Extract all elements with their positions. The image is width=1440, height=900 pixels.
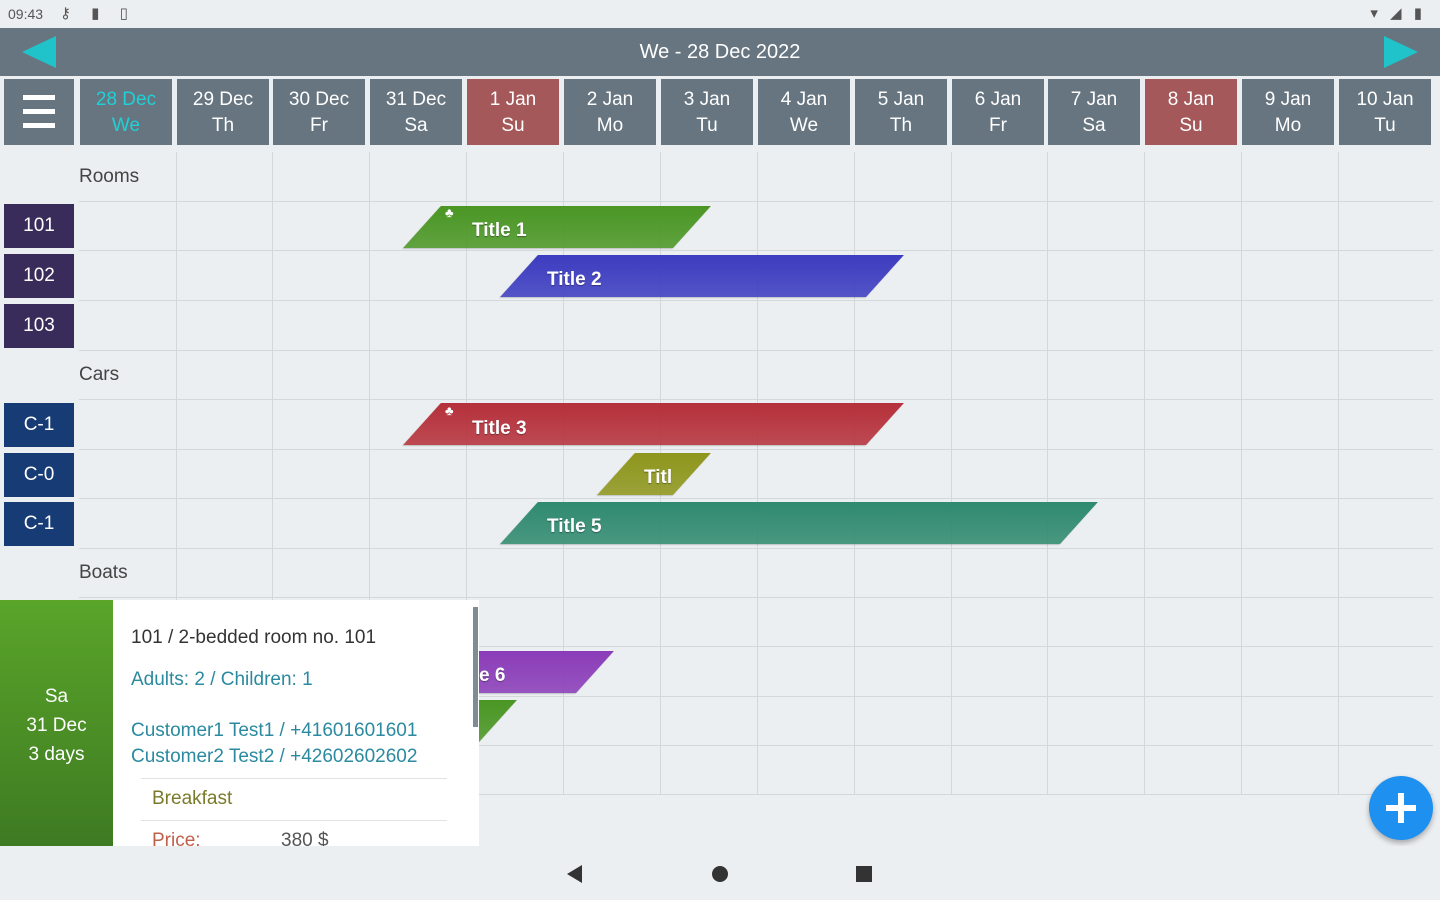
home-icon[interactable] — [712, 866, 728, 882]
booking-detail-popup[interactable]: 101 / 2-bedded room no. 101 Adults: 2 / … — [113, 600, 479, 846]
row-label-room-102[interactable]: 102 — [4, 254, 74, 298]
status-bar: 09:43 ⚷ ▮ ▯ ▾ ◢ ▮ — [0, 0, 1440, 28]
sd-card-icon: ▮ — [91, 5, 108, 22]
day-header-2[interactable]: 30 Dec Fr — [273, 79, 365, 145]
booking-label: Titl — [644, 467, 673, 488]
popup-room: 101 / 2-bedded room no. 101 — [131, 627, 377, 648]
wifi-icon: ▾ — [1370, 5, 1382, 22]
day-header-10[interactable]: 7 Jan Sa — [1048, 79, 1140, 145]
day-header-3[interactable]: 31 Dec Sa — [370, 79, 462, 145]
hamburger-icon — [23, 95, 55, 100]
system-navigation-bar — [0, 846, 1440, 900]
row-label-car-c1[interactable]: C-1 — [4, 403, 74, 447]
booking-label: Title 1 — [472, 220, 527, 241]
popup-customer-1: Customer1 Test1 / +41601601601 — [131, 720, 418, 741]
group-label-boats: Boats — [79, 562, 128, 583]
day-header-11[interactable]: 8 Jan Su — [1145, 79, 1237, 145]
group-label-cars: Cars — [79, 364, 120, 385]
app-header: We - 28 Dec 2022 — [0, 28, 1440, 76]
key-icon: ⚷ — [60, 5, 79, 22]
previous-day-arrow-icon[interactable] — [22, 36, 56, 68]
battery-icon: ▮ — [1413, 5, 1426, 22]
bell-icon: ♣ — [445, 205, 454, 220]
row-label-room-101[interactable]: 101 — [4, 204, 74, 248]
next-day-arrow-icon[interactable] — [1384, 36, 1418, 68]
popup-date-panel: Sa 31 Dec 3 days — [0, 600, 113, 846]
current-date-title[interactable]: We - 28 Dec 2022 — [639, 41, 801, 63]
booking-label: e 6 — [479, 665, 506, 686]
popup-price-value: 380 $ — [281, 830, 329, 846]
day-header-1[interactable]: 29 Dec Th — [177, 79, 269, 145]
popup-price-label: Price: — [152, 830, 201, 846]
back-icon[interactable] — [567, 865, 582, 883]
day-header-0[interactable]: 28 Dec We — [80, 79, 172, 145]
row-label-room-103[interactable]: 103 — [4, 304, 74, 348]
day-header-7[interactable]: 4 Jan We — [758, 79, 850, 145]
day-header-13[interactable]: 10 Jan Tu — [1339, 79, 1431, 145]
day-header-5[interactable]: 2 Jan Mo — [564, 79, 656, 145]
booking-label: Title 3 — [472, 418, 527, 439]
signal-icon: ◢ — [1390, 5, 1406, 22]
row-label-car-c1b[interactable]: C-1 — [4, 502, 74, 546]
day-header-9[interactable]: 6 Jan Fr — [952, 79, 1044, 145]
recent-apps-icon[interactable] — [856, 866, 872, 882]
popup-guests: Adults: 2 / Children: 1 — [131, 669, 313, 690]
popup-extra: Breakfast — [152, 788, 233, 809]
booking-label: Title 5 — [547, 516, 602, 537]
popup-customer-2: Customer2 Test2 / +42602602602 — [131, 746, 418, 767]
day-header-8[interactable]: 5 Jan Th — [855, 79, 947, 145]
menu-button[interactable] — [4, 79, 74, 145]
row-label-car-c0[interactable]: C-0 — [4, 453, 74, 497]
popup-scrollbar[interactable] — [473, 607, 478, 727]
clipboard-icon: ▯ — [119, 5, 136, 22]
add-booking-button[interactable] — [1369, 776, 1433, 840]
day-header-12[interactable]: 9 Jan Mo — [1242, 79, 1334, 145]
status-time: 09:43 — [8, 6, 44, 22]
group-label-rooms: Rooms — [79, 166, 140, 187]
day-header-4[interactable]: 1 Jan Su — [467, 79, 559, 145]
booking-label: Title 2 — [547, 269, 602, 290]
bell-icon: ♣ — [445, 403, 454, 418]
day-header-6[interactable]: 3 Jan Tu — [661, 79, 753, 145]
